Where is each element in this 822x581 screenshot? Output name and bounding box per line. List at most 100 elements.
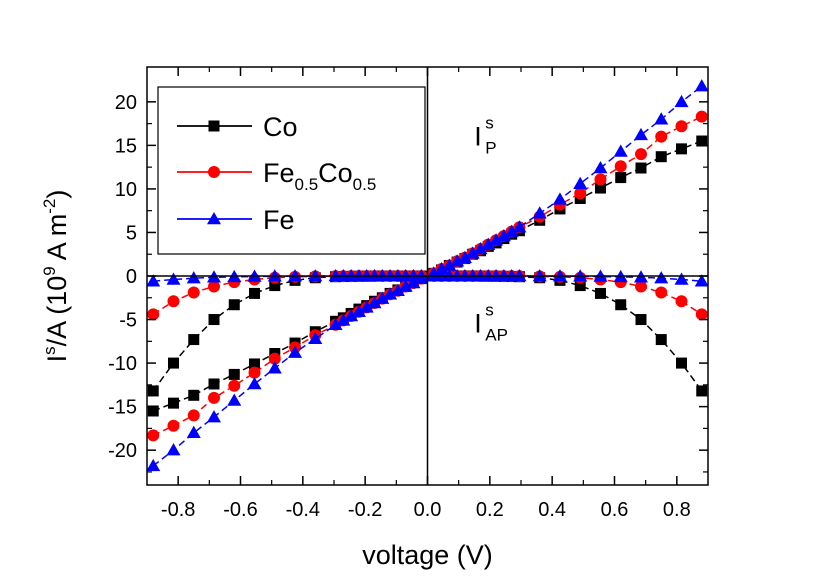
x-tick-label-0: -0.8: [161, 499, 195, 521]
y-tick-label-4: 0: [126, 266, 137, 288]
annotation-1-sub: AP: [485, 326, 508, 345]
data-point-2-parallel-17: [390, 283, 405, 297]
data-point-2-parallel-26: [465, 246, 480, 259]
y-axis-title-end: ): [42, 190, 72, 199]
x-tick-label-6: 0.4: [538, 499, 566, 521]
data-point-1-parallel-40: [675, 120, 688, 133]
y-axis-title-unit-exp: -2: [40, 199, 59, 214]
data-point-0-parallel-4: [228, 368, 240, 380]
data-point-2-parallel-19: [406, 275, 421, 289]
data-point-0-parallel-0: [147, 405, 159, 417]
data-point-1-parallel-6: [268, 352, 281, 365]
data-point-2-antiparallel-20: [414, 269, 429, 282]
data-point-0-parallel-39: [655, 151, 667, 163]
data-point-1-antiparallel-0: [147, 308, 160, 321]
y-tick-label-6: 10: [115, 179, 137, 201]
x-tick-label-3: -0.2: [348, 499, 382, 521]
data-point-0-antiparallel-41: [696, 385, 708, 397]
data-point-2-parallel-22: [434, 262, 449, 275]
annotation-0-main: I: [474, 121, 482, 151]
data-point-2-parallel-27: [473, 242, 488, 255]
data-point-0-antiparallel-37: [615, 299, 627, 311]
legend-label-0: Co: [263, 112, 298, 142]
data-point-1-parallel-41: [695, 110, 708, 123]
label-layer: -0.8 -0.6 -0.4 -0.2 0.0 0.2 0.4 0.6 0.8-20-15-10…: [40, 86, 691, 570]
data-point-0-antiparallel-1: [167, 357, 179, 369]
legend-label-1-part-2: Co: [318, 158, 353, 188]
legend-marker-0: [208, 120, 220, 132]
data-point-2-parallel-3: [207, 410, 222, 423]
data-point-2-parallel-32: [512, 220, 527, 233]
data-point-2-parallel-5: [247, 376, 262, 390]
data-point-1-antiparallel-39: [655, 286, 668, 299]
x-tick-label-4: 0.0: [414, 499, 442, 521]
data-point-2-parallel-33: [532, 206, 547, 219]
legend-label-1-part-0: Fe: [263, 158, 295, 188]
x-tick-label-2: -0.4: [286, 499, 320, 521]
legend-marker-1: [208, 166, 220, 178]
y-tick-label-0: -20: [108, 440, 137, 462]
data-point-0-parallel-41: [696, 135, 708, 147]
data-point-1-parallel-39: [655, 130, 668, 143]
data-point-2-parallel-25: [457, 250, 472, 263]
axes-layer: [146, 66, 709, 486]
data-point-2-antiparallel-32: [512, 269, 527, 282]
data-point-2-parallel-12: [351, 304, 366, 317]
data-point-2-parallel-29: [489, 233, 504, 246]
y-tick-label-3: -5: [119, 310, 137, 332]
data-point-1-antiparallel-38: [634, 280, 647, 293]
data-point-2-parallel-40: [674, 94, 689, 108]
data-point-0-antiparallel-6: [269, 280, 281, 292]
data-point-0-antiparallel-0: [147, 385, 159, 397]
legend-label-2-part-0: Fe: [263, 205, 295, 235]
data-point-2-antiparallel-0: [147, 274, 161, 287]
data-point-0-antiparallel-38: [635, 314, 647, 326]
data-point-0-antiparallel-2: [188, 334, 200, 346]
data-point-1-parallel-2: [187, 409, 200, 422]
data-point-2-parallel-41: [694, 79, 708, 92]
x-axis-title: voltage (V): [362, 540, 493, 570]
data-point-1-antiparallel-2: [187, 286, 200, 299]
y-axis-title-sup: s: [40, 346, 59, 355]
data-point-2-parallel-36: [593, 161, 608, 174]
data-point-1-parallel-38: [634, 148, 647, 161]
y-axis-title-mid: /A (10: [42, 276, 72, 347]
data-point-2-parallel-28: [481, 237, 496, 250]
legend-label-1-part-1: 0.5: [295, 175, 319, 194]
x-tick-label-7: 0.6: [601, 499, 629, 521]
x-tick-label-1: -0.6: [223, 499, 257, 521]
y-tick-label-1: -15: [108, 397, 137, 419]
data-point-2-parallel-14: [367, 295, 382, 309]
data-point-1-antiparallel-3: [208, 280, 221, 293]
data-point-2-parallel-0: [147, 458, 161, 472]
data-point-2-parallel-16: [383, 287, 398, 300]
data-point-2-antiparallel-41: [694, 274, 708, 287]
data-point-0-antiparallel-35: [574, 280, 586, 292]
data-point-2-parallel-6: [267, 361, 282, 374]
x-tick-label-8: 0.8: [663, 499, 691, 521]
data-point-2-antiparallel-8: [308, 269, 323, 282]
annotation-1-main: I: [474, 309, 482, 339]
annotation-0-sub: P: [485, 138, 496, 157]
data-point-2-parallel-38: [633, 127, 648, 141]
legend-marker-2: [207, 212, 221, 225]
data-point-1-antiparallel-40: [675, 295, 688, 308]
y-axis-title: Is/A (109 A m-2): [40, 190, 72, 363]
data-point-0-antiparallel-3: [208, 314, 220, 326]
data-point-1-antiparallel-41: [695, 308, 708, 321]
data-point-0-parallel-2: [188, 389, 200, 401]
legend-label-1: Fe0.5Co0.5: [263, 158, 376, 194]
data-point-0-parallel-3: [208, 378, 220, 390]
x-tick-label-5: 0.2: [476, 499, 504, 521]
data-point-1-parallel-4: [228, 379, 241, 392]
data-point-0-parallel-36: [594, 182, 606, 194]
data-point-0-antiparallel-5: [249, 287, 261, 299]
data-point-2-parallel-37: [613, 144, 628, 157]
y-tick-label-5: 5: [126, 222, 137, 244]
data-point-2-antiparallel-33: [532, 269, 547, 282]
data-point-2-parallel-9: [328, 317, 343, 331]
data-point-2-antiparallel-1: [166, 272, 181, 285]
